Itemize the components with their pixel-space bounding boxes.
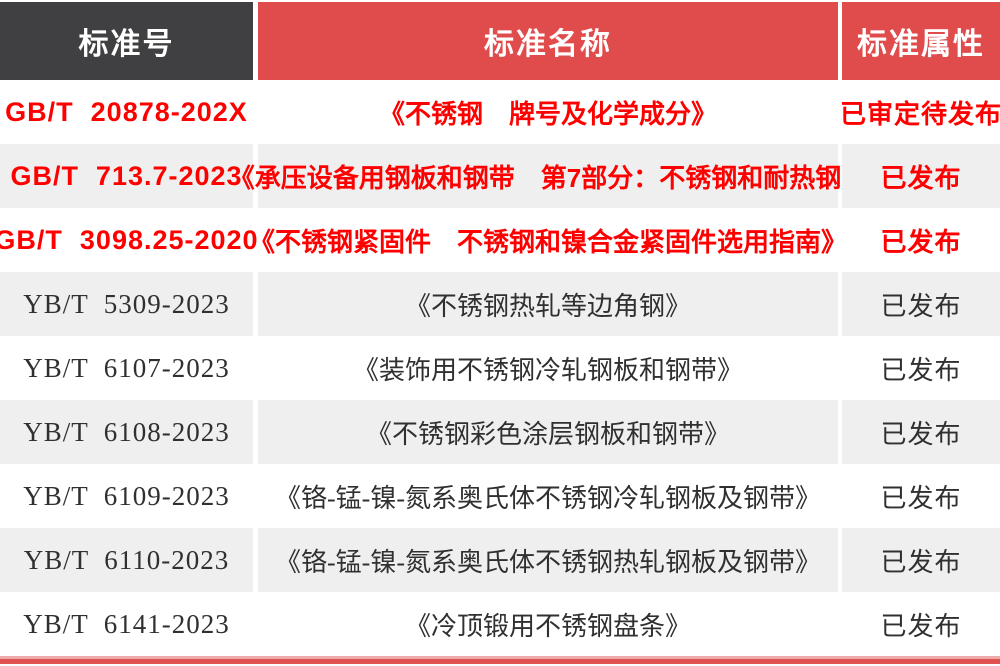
standard-code-cell: YB/T 6109-2023	[23, 480, 230, 511]
standard-name-cell: 《不锈钢彩色涂层钢板和钢带》	[258, 400, 838, 464]
standard-name-cell: 《不锈钢紧固件 不锈钢和镍合金紧固件选用指南》	[249, 226, 848, 257]
standard-status-cell: 已发布	[842, 272, 1000, 336]
standard-code-cell: YB/T 6141-2023	[23, 608, 230, 639]
standard-status-cell: 已发布	[880, 355, 962, 385]
standard-code-cell: GB/T 713.7-2023	[0, 144, 253, 208]
standard-code-cell: GB/T 3098.25-2020	[0, 224, 259, 255]
standard-name-cell: 《承压设备用钢板和钢带 第7部分：不锈钢和耐热钢》	[229, 144, 867, 208]
standard-status-cell: 已审定待发布	[840, 98, 1000, 129]
header-standard-name: 标准名称	[258, 2, 838, 80]
standard-status-cell: 已发布	[880, 226, 962, 257]
standard-code-cell: YB/T 6107-2023	[23, 352, 230, 383]
standard-status-cell: 已发布	[842, 400, 1000, 464]
standard-status-cell: 已发布	[842, 144, 1000, 208]
standard-name-cell: 《装饰用不锈钢冷轧钢板和钢带》	[352, 355, 743, 385]
standard-code-cell: YB/T 5309-2023	[0, 272, 253, 336]
header-standard-status: 标准属性	[842, 2, 1000, 80]
standard-name-cell: 《不锈钢 牌号及化学成分》	[378, 98, 717, 129]
standard-status-cell: 已发布	[842, 528, 1000, 592]
bottom-accent-bar	[0, 656, 1000, 664]
standard-code-cell: YB/T 6110-2023	[0, 528, 253, 592]
header-standard-number: 标准号	[0, 2, 253, 80]
standard-code-cell: GB/T 20878-202X	[5, 96, 248, 127]
standard-status-cell: 已发布	[880, 483, 962, 513]
standard-name-cell: 《不锈钢热轧等边角钢》	[258, 272, 838, 336]
standard-name-cell: 《铬-锰-镍-氮系奥氏体不锈钢冷轧钢板及钢带》	[275, 483, 821, 513]
standard-status-cell: 已发布	[880, 611, 962, 641]
standard-code-cell: YB/T 6108-2023	[0, 400, 253, 464]
standard-name-cell: 《冷顶锻用不锈钢盘条》	[404, 611, 691, 641]
standard-name-cell: 《铬-锰-镍-氮系奥氏体不锈钢热轧钢板及钢带》	[258, 528, 838, 592]
